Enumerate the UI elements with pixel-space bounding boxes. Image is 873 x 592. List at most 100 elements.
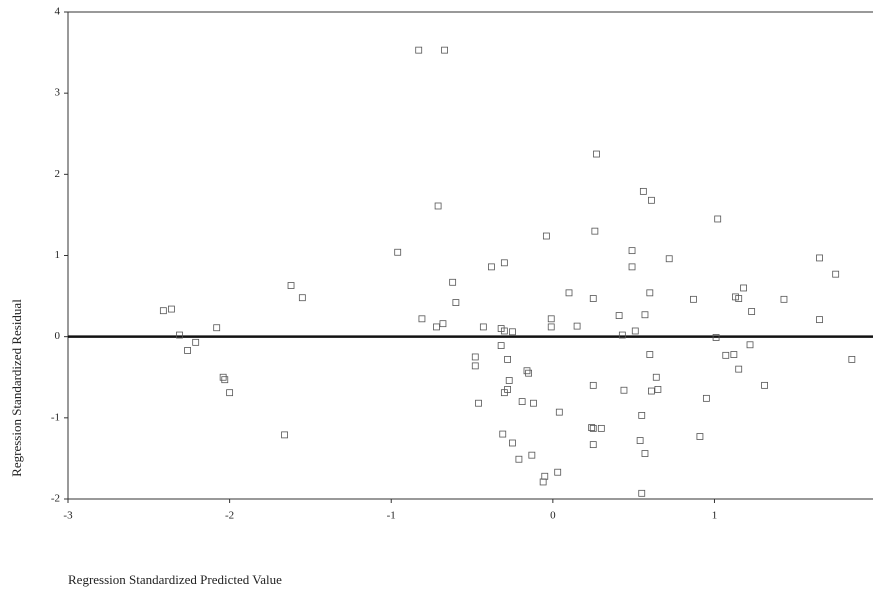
point xyxy=(631,327,639,335)
point xyxy=(159,307,167,315)
point xyxy=(761,381,768,389)
point xyxy=(636,437,644,444)
x-tick-label: 0 xyxy=(550,510,556,522)
point xyxy=(541,472,549,480)
x-tick-label: 1 xyxy=(712,510,718,522)
point xyxy=(555,408,563,416)
point xyxy=(505,377,513,384)
point xyxy=(654,386,662,393)
point xyxy=(523,367,531,375)
point xyxy=(449,278,457,286)
y-tick-label: 1 xyxy=(55,249,61,261)
point xyxy=(712,334,720,341)
point xyxy=(638,411,646,419)
point xyxy=(415,46,423,54)
point xyxy=(500,327,508,335)
point xyxy=(780,295,788,303)
point xyxy=(652,373,660,381)
point xyxy=(589,295,597,302)
point xyxy=(735,365,743,373)
y-axis-title: Regression Standardized Residual xyxy=(9,299,24,477)
point xyxy=(530,399,537,407)
x-tick-label: -2 xyxy=(225,510,234,522)
point xyxy=(641,450,649,457)
point xyxy=(471,362,479,370)
point xyxy=(479,323,487,331)
point xyxy=(638,489,646,497)
point xyxy=(589,424,597,432)
point xyxy=(832,270,840,278)
y-tick-label: 4 xyxy=(55,6,61,18)
x-axis-title: Regression Standardized Predicted Value xyxy=(68,572,282,587)
point xyxy=(646,289,654,297)
point xyxy=(475,399,482,407)
point xyxy=(554,468,562,476)
point xyxy=(547,315,555,323)
point xyxy=(646,351,654,358)
point xyxy=(528,451,536,459)
point xyxy=(665,255,673,263)
x-tick-label: -3 xyxy=(63,510,73,522)
point xyxy=(547,323,555,331)
point xyxy=(192,338,200,346)
point xyxy=(593,150,600,158)
point xyxy=(589,381,597,389)
point xyxy=(628,247,636,255)
point xyxy=(394,248,402,256)
point xyxy=(219,373,227,381)
point xyxy=(433,323,440,331)
point xyxy=(213,324,221,332)
point xyxy=(509,328,516,336)
y-tick-label: -2 xyxy=(51,493,60,505)
point xyxy=(281,431,288,439)
point xyxy=(648,196,655,204)
point xyxy=(641,311,649,319)
point xyxy=(525,369,533,377)
point xyxy=(565,289,573,297)
point xyxy=(221,376,229,384)
point xyxy=(816,316,823,324)
point xyxy=(434,202,442,210)
point xyxy=(597,424,605,432)
point xyxy=(848,355,856,363)
point xyxy=(509,439,516,447)
point xyxy=(504,355,511,363)
point xyxy=(589,441,597,449)
point xyxy=(746,341,754,349)
point xyxy=(497,342,505,349)
point xyxy=(471,353,479,361)
point xyxy=(500,389,508,397)
point xyxy=(573,322,581,330)
point xyxy=(518,398,526,406)
point xyxy=(168,305,175,313)
point xyxy=(702,394,710,402)
point xyxy=(500,259,508,267)
point xyxy=(488,263,495,271)
point xyxy=(618,331,626,339)
point xyxy=(298,294,306,302)
point xyxy=(648,387,655,395)
point xyxy=(696,433,704,440)
point xyxy=(441,46,448,54)
point xyxy=(628,263,636,271)
point xyxy=(499,430,507,438)
point xyxy=(452,299,460,306)
y-tick-label: 3 xyxy=(55,87,61,99)
y-tick-label: -1 xyxy=(51,411,60,423)
point xyxy=(639,187,647,195)
point xyxy=(418,315,426,323)
point xyxy=(735,295,743,302)
point xyxy=(714,215,722,223)
x-tick-label: -1 xyxy=(387,510,396,522)
point xyxy=(439,320,447,328)
point xyxy=(588,424,596,431)
point xyxy=(722,351,730,359)
point xyxy=(591,227,599,235)
point xyxy=(542,232,550,240)
y-tick-label: 0 xyxy=(55,330,61,342)
point xyxy=(287,282,295,289)
point xyxy=(690,295,697,303)
point xyxy=(748,308,756,315)
y-tick-label: 2 xyxy=(55,168,61,180)
